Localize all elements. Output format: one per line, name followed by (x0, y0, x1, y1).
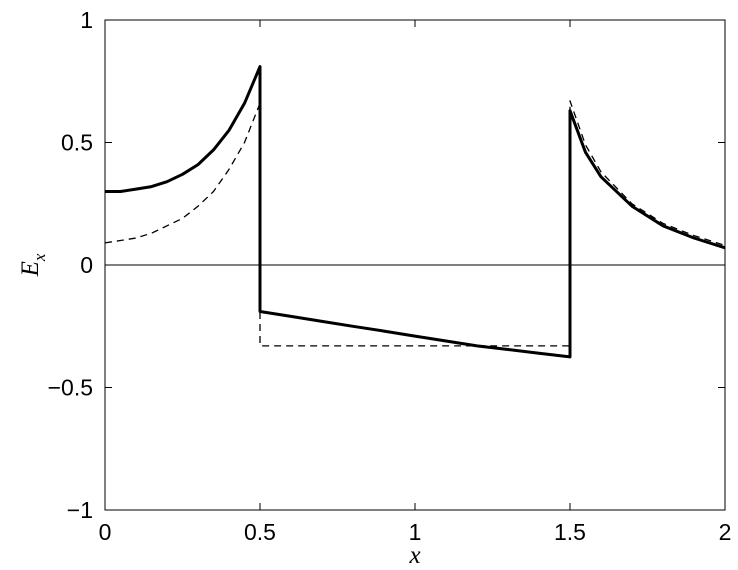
y-tick-label: −1 (67, 497, 93, 523)
plot-area (104, 19, 726, 511)
y-tick-label: 0 (80, 252, 93, 278)
x-axis-label: x (408, 542, 420, 569)
ticks-layer: 0 0.5 1 1.5 2 −1 −0.5 0 0.5 1 (48, 7, 732, 545)
y-axis-label: Ex (17, 253, 49, 277)
y-tick-label: 1 (80, 7, 93, 33)
x-tick-label: 0.5 (244, 519, 276, 545)
dashed-series-line (104, 100, 726, 347)
x-tick-label: 0 (99, 519, 112, 545)
series-layer (104, 65, 726, 359)
y-axis-label-subscript: x (30, 253, 49, 262)
x-tick-label: 1 (409, 519, 422, 545)
y-tick-label: 0.5 (61, 130, 93, 156)
y-tick-label: −0.5 (48, 375, 93, 401)
solid-series-line (105, 65, 726, 359)
y-axis-label-main: E (17, 261, 44, 277)
x-tick-label: 2 (719, 519, 732, 545)
x-tick-label: 1.5 (554, 519, 586, 545)
